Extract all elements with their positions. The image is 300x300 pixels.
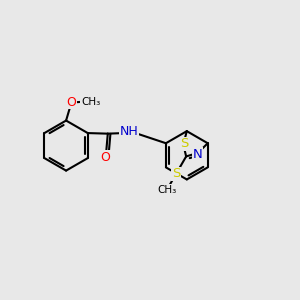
Text: N: N [193, 148, 203, 160]
Text: NH: NH [120, 125, 138, 138]
Text: O: O [100, 151, 110, 164]
Text: S: S [180, 137, 188, 150]
Text: S: S [172, 167, 180, 180]
Text: O: O [66, 96, 76, 109]
Text: CH₃: CH₃ [81, 97, 100, 107]
Text: CH₃: CH₃ [158, 184, 177, 195]
